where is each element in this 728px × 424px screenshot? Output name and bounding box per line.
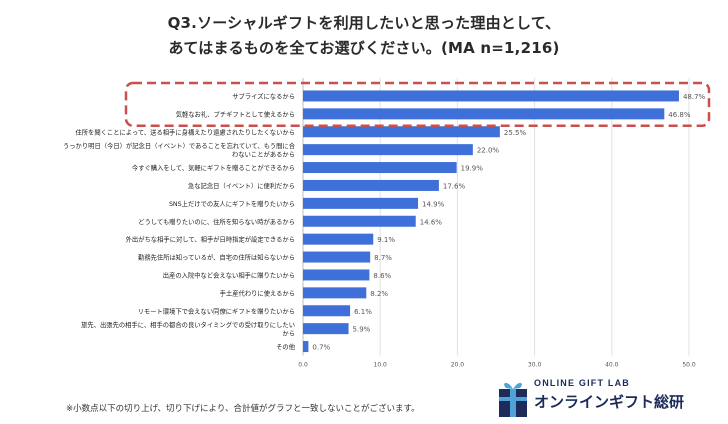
category-label: サプライズになるから (232, 91, 295, 100)
data-label: 8.7% (374, 254, 392, 262)
category-label: わないことがあるから (232, 149, 295, 158)
x-tick-label: 20.0 (451, 362, 465, 369)
highlight-box (124, 81, 711, 128)
data-label: 6.1% (354, 308, 372, 316)
category-label: 急な記念日（イベント）に便利だから (188, 181, 295, 190)
bar (303, 341, 309, 353)
bar (303, 269, 370, 281)
bar (303, 323, 349, 335)
data-label: 22.0% (477, 147, 500, 155)
bar (303, 305, 351, 317)
category-label: 住所を聞くことによって、送る相手に身構えたり遠慮されたりしたくないから (75, 127, 295, 136)
bar (303, 287, 367, 299)
data-label: 8.6% (373, 272, 391, 280)
category-label: どうしても贈りたいのに、住所を知らない時があるから (138, 217, 295, 226)
category-label: 出産の入院中など会えない相手に贈りたいから (163, 270, 295, 279)
category-label: 勤務先住所は知っているが、自宅の住所は知らないから (138, 253, 295, 262)
bar (303, 233, 374, 245)
bar (303, 215, 416, 227)
category-label: うっかり明日（今日）が記念日（イベント）であることを忘れていて、もう間に合 (63, 141, 296, 150)
category-label: 今すぐ購入をして、気軽にギフトを贈ることができるから (132, 163, 295, 172)
footnote: ※小数点以下の切り上げ、切り下げにより、合計値がグラフと一致しないことがございま… (66, 404, 420, 414)
data-label: 17.6% (443, 182, 466, 190)
logo-subtitle: ONLINE GIFT LAB (534, 378, 630, 388)
bar (303, 126, 500, 138)
data-label: 9.1% (377, 236, 395, 244)
bar (303, 144, 473, 156)
data-label: 19.9% (461, 165, 484, 173)
category-label: SNS上だけでの友人にギフトを贈りたいから (169, 199, 295, 208)
data-label: 14.6% (420, 218, 443, 226)
category-label: 気軽なお礼、プチギフトとして使えるから (176, 109, 295, 118)
x-tick-label: 0.0 (298, 362, 308, 369)
chart-title-line1: Q3.ソーシャルギフトを利用したいと思った理由として、 (167, 14, 561, 32)
data-label: 48.7% (683, 93, 706, 101)
data-label: 25.5% (504, 129, 527, 137)
x-tick-label: 50.0 (682, 362, 696, 369)
category-label: その他 (276, 342, 296, 351)
bar (303, 90, 679, 102)
bar (303, 108, 665, 120)
category-label: リモート環境下で会えない同僚にギフトを贈りたいから (138, 306, 295, 315)
data-label: 5.9% (353, 326, 371, 334)
bar (303, 162, 457, 174)
x-tick-label: 10.0 (374, 362, 388, 369)
category-label: 旅先、出張先の相手に、相手の都合の良いタイミングでの受け取りにしたい (81, 320, 295, 329)
chart-title-line2: あてはまるものを全てお選びください。(MA n=1,216) (168, 39, 560, 57)
data-label: 46.8% (668, 111, 691, 119)
bar (303, 179, 439, 191)
data-label: 8.2% (370, 290, 388, 298)
x-tick-label: 40.0 (605, 362, 619, 369)
x-tick-label: 30.0 (528, 362, 542, 369)
logo-name: オンラインギフト総研 (534, 393, 685, 411)
gift-icon (499, 382, 527, 417)
bar (303, 251, 371, 263)
data-label: 0.7% (312, 344, 330, 352)
bar (303, 197, 419, 209)
brand-logo: ONLINE GIFT LAB オンラインギフト総研 (497, 377, 717, 421)
category-label: から (282, 329, 295, 337)
data-label: 14.9% (422, 200, 445, 208)
category-label: 手土産代わりに使えるから (220, 288, 295, 297)
category-label: 外出がちな相手に対して、相手が日時指定が設定できるから (126, 235, 295, 244)
